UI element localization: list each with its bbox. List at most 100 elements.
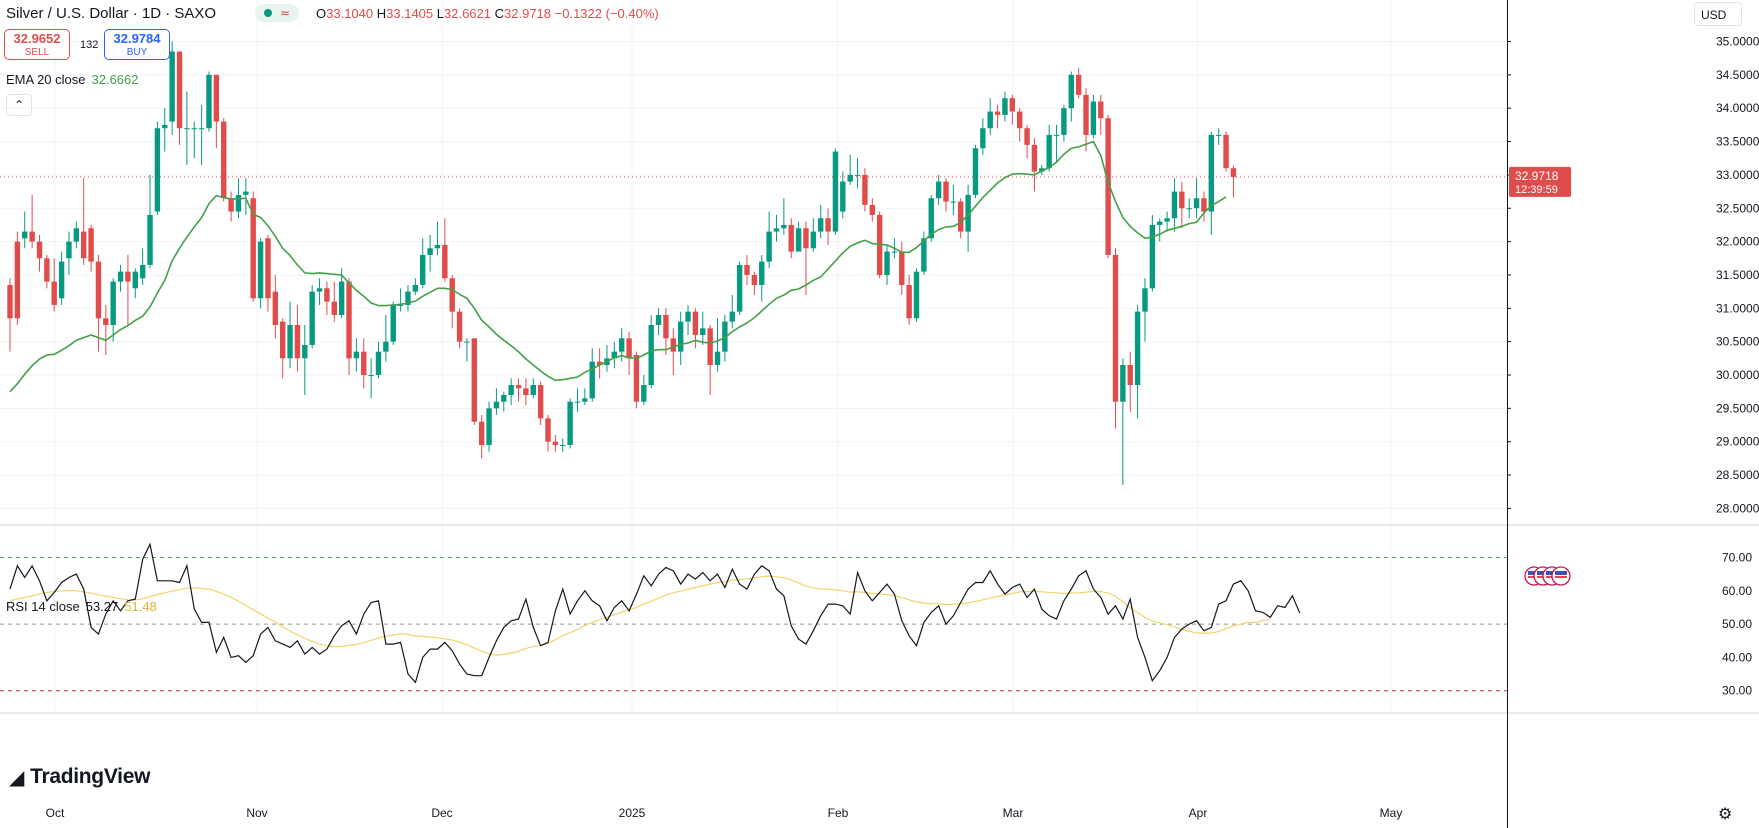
- candle[interactable]: [176, 51, 183, 129]
- candle[interactable]: [1112, 254, 1119, 402]
- candle[interactable]: [1186, 208, 1192, 210]
- candle[interactable]: [493, 401, 500, 409]
- chevron-up-icon[interactable]: ⌃: [6, 94, 32, 116]
- candle[interactable]: [294, 324, 301, 359]
- candle[interactable]: [309, 291, 315, 345]
- candle[interactable]: [361, 351, 367, 375]
- candle[interactable]: [1039, 168, 1045, 172]
- candle[interactable]: [582, 398, 588, 402]
- candle[interactable]: [862, 174, 868, 205]
- candle[interactable]: [692, 311, 699, 335]
- candle[interactable]: [1164, 218, 1170, 222]
- candle[interactable]: [994, 111, 1001, 115]
- candle[interactable]: [589, 361, 595, 399]
- symbol-title[interactable]: Silver / U.S. Dollar · 1D · SAXO: [6, 5, 217, 22]
- candle[interactable]: [427, 248, 433, 255]
- candle[interactable]: [1105, 118, 1111, 255]
- candle[interactable]: [338, 281, 345, 315]
- candle[interactable]: [818, 218, 824, 232]
- candle[interactable]: [22, 231, 28, 239]
- currency-selector[interactable]: USD: [1694, 2, 1742, 26]
- candle[interactable]: [869, 204, 875, 215]
- candle[interactable]: [7, 284, 13, 319]
- candle[interactable]: [1171, 191, 1178, 219]
- candle[interactable]: [139, 264, 146, 279]
- candle[interactable]: [1002, 98, 1008, 115]
- candle[interactable]: [1149, 224, 1156, 289]
- candle[interactable]: [353, 351, 360, 359]
- candle[interactable]: [1098, 101, 1104, 119]
- candle[interactable]: [191, 128, 197, 130]
- candle[interactable]: [1016, 111, 1023, 129]
- candle[interactable]: [596, 361, 603, 365]
- candle[interactable]: [346, 281, 352, 359]
- candle[interactable]: [1083, 94, 1089, 135]
- candle[interactable]: [405, 291, 411, 305]
- candle[interactable]: [397, 304, 404, 306]
- candle[interactable]: [1127, 364, 1133, 386]
- candle[interactable]: [471, 338, 478, 422]
- candle[interactable]: [125, 271, 131, 282]
- candle[interactable]: [44, 258, 50, 282]
- candle[interactable]: [250, 198, 256, 299]
- candle[interactable]: [574, 401, 581, 403]
- ema-line[interactable]: [9, 140, 1227, 393]
- market-status-badge[interactable]: ≈: [255, 4, 299, 22]
- candle[interactable]: [545, 418, 551, 442]
- candle[interactable]: [501, 395, 507, 402]
- candle[interactable]: [736, 264, 743, 312]
- candle[interactable]: [515, 385, 522, 389]
- candle[interactable]: [1193, 198, 1200, 209]
- candle[interactable]: [162, 124, 168, 129]
- candle[interactable]: [773, 228, 780, 232]
- time-axis-label[interactable]: Mar: [1003, 806, 1024, 820]
- candle[interactable]: [884, 251, 890, 275]
- time-axis-label[interactable]: Apr: [1189, 806, 1208, 820]
- candle[interactable]: [530, 385, 536, 396]
- candle[interactable]: [840, 181, 846, 212]
- candle[interactable]: [626, 338, 632, 359]
- time-axis-label[interactable]: Feb: [828, 806, 849, 820]
- candle[interactable]: [110, 281, 116, 325]
- time-axis-label[interactable]: Nov: [246, 806, 267, 820]
- candle[interactable]: [1075, 74, 1082, 95]
- candle[interactable]: [324, 288, 330, 302]
- candle[interactable]: [14, 241, 21, 319]
- candle[interactable]: [655, 314, 662, 325]
- candle[interactable]: [1230, 168, 1237, 177]
- candle[interactable]: [132, 271, 138, 289]
- candle[interactable]: [1090, 101, 1097, 135]
- candle[interactable]: [1142, 288, 1148, 312]
- candle[interactable]: [751, 274, 758, 285]
- candle[interactable]: [117, 271, 124, 282]
- candle[interactable]: [670, 338, 676, 352]
- candle[interactable]: [169, 51, 175, 122]
- candle[interactable]: [58, 261, 65, 299]
- candle[interactable]: [1134, 311, 1141, 386]
- candle[interactable]: [1215, 134, 1222, 136]
- candle[interactable]: [1009, 98, 1016, 112]
- candle[interactable]: [412, 284, 419, 292]
- candle[interactable]: [73, 228, 80, 242]
- candle[interactable]: [316, 288, 323, 292]
- candle[interactable]: [958, 201, 964, 232]
- candle[interactable]: [331, 301, 337, 315]
- candle[interactable]: [795, 228, 802, 252]
- candle[interactable]: [486, 408, 492, 446]
- candle[interactable]: [810, 231, 817, 249]
- candle[interactable]: [906, 284, 912, 319]
- candle[interactable]: [478, 421, 485, 446]
- candle[interactable]: [147, 214, 153, 265]
- candle[interactable]: [714, 351, 721, 365]
- time-axis-label[interactable]: Oct: [46, 806, 65, 820]
- candle[interactable]: [928, 198, 934, 239]
- candle[interactable]: [81, 231, 87, 259]
- candle[interactable]: [663, 314, 669, 339]
- rsi-legend[interactable]: RSI 14 close 53.27 51.48: [6, 599, 157, 614]
- candle[interactable]: [449, 278, 455, 312]
- candle[interactable]: [235, 194, 242, 212]
- candle[interactable]: [390, 304, 396, 342]
- candle[interactable]: [36, 241, 43, 259]
- candle[interactable]: [788, 224, 794, 252]
